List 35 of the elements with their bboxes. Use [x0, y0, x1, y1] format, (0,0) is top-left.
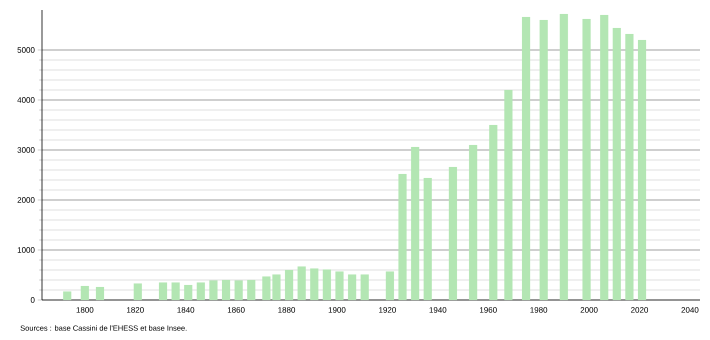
bar — [411, 146, 420, 300]
bar — [134, 283, 142, 300]
bar — [247, 280, 256, 300]
bar — [80, 286, 89, 300]
bar — [469, 144, 478, 300]
bar — [310, 268, 318, 300]
bar — [222, 280, 230, 300]
bar — [335, 271, 344, 300]
bar — [172, 282, 180, 300]
bar — [348, 274, 356, 300]
bar — [582, 18, 591, 300]
bar — [540, 20, 548, 300]
bar — [424, 178, 432, 300]
bar — [612, 28, 621, 300]
bar — [298, 266, 306, 300]
bar — [96, 286, 104, 300]
bar — [398, 174, 407, 300]
bar — [386, 271, 394, 300]
bar — [196, 282, 205, 300]
bar — [504, 90, 512, 300]
bar — [560, 14, 568, 300]
bar — [63, 291, 72, 300]
bar — [489, 124, 498, 300]
bar — [284, 270, 294, 300]
bar — [360, 274, 369, 300]
bar — [522, 16, 530, 300]
bar — [234, 280, 243, 300]
bar — [184, 284, 192, 300]
bar — [322, 269, 331, 300]
bar — [158, 282, 168, 300]
bar — [625, 34, 634, 300]
bar — [638, 40, 646, 300]
bar — [209, 280, 218, 300]
bar — [448, 166, 458, 300]
bar — [600, 14, 608, 300]
